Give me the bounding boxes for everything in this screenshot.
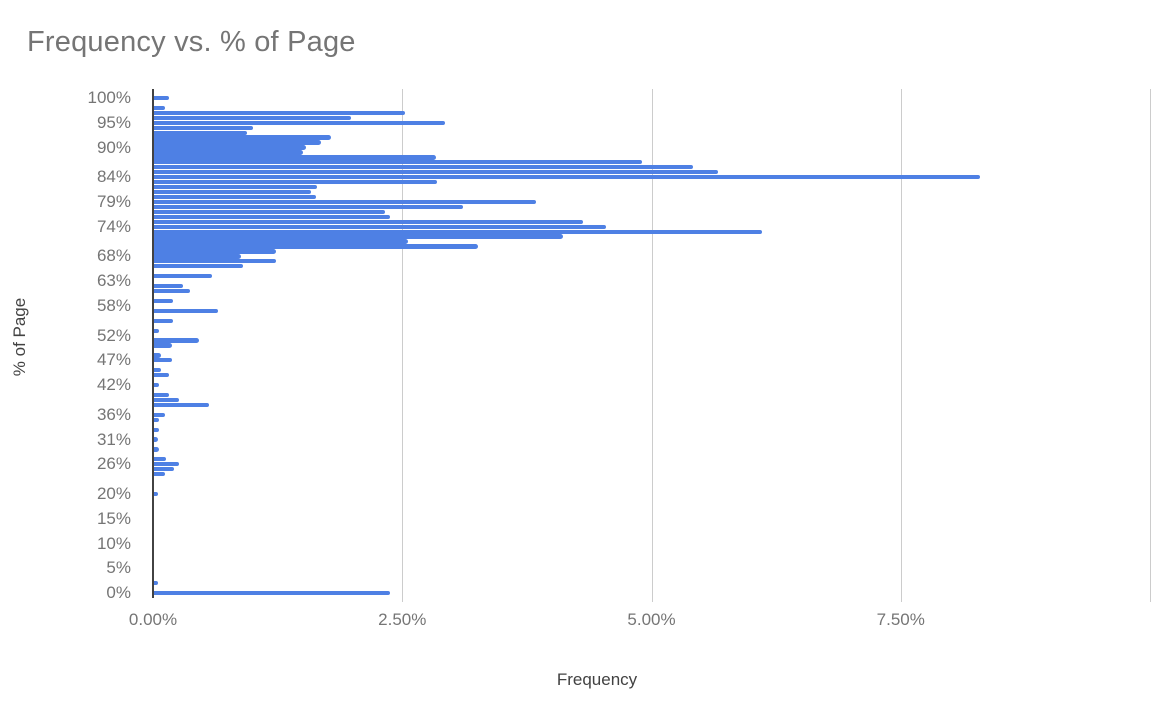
y-tick-label-26: 26%: [96, 454, 131, 474]
bar-42pct[interactable]: [154, 382, 159, 388]
y-tick-label-84: 84%: [96, 167, 131, 187]
bar-64pct[interactable]: [154, 274, 212, 279]
bar-69pct[interactable]: [154, 249, 276, 254]
bar-38pct[interactable]: [154, 402, 209, 408]
bar-84pct[interactable]: [154, 175, 980, 180]
y-tick-label-74: 74%: [96, 216, 131, 236]
bar-75pct[interactable]: [154, 219, 583, 224]
y-tick-label-79: 79%: [96, 191, 131, 211]
bar-48pct[interactable]: [154, 353, 161, 358]
bar-96pct[interactable]: [154, 115, 352, 120]
y-tick-label-47: 47%: [96, 350, 131, 370]
bar-74pct[interactable]: [154, 224, 606, 229]
bar-86pct[interactable]: [154, 165, 694, 170]
bar-20pct[interactable]: [154, 491, 158, 497]
bar-35pct[interactable]: [154, 417, 159, 422]
bar-57pct[interactable]: [154, 308, 218, 313]
bar-97pct[interactable]: [154, 110, 406, 115]
bar-83pct[interactable]: [154, 180, 438, 185]
bar-29pct[interactable]: [154, 447, 159, 452]
x-tick-label-0.00%: 0.00%: [128, 610, 178, 629]
y-tick-label-100: 100%: [87, 88, 131, 107]
y-tick-label-15: 15%: [96, 508, 131, 528]
plot-area: 100% 95% 90% 84% 79% 74% 68% 63% 58% 52% 47% 42% 36%…: [88, 88, 1151, 629]
bar-81pct[interactable]: [154, 189, 311, 195]
bar-93pct[interactable]: [154, 130, 247, 135]
bar-78pct[interactable]: [154, 204, 464, 210]
y-axis-title: % of Page: [10, 297, 29, 377]
y-tick-label-0: 0%: [106, 583, 131, 602]
bar-25pct[interactable]: [154, 467, 174, 472]
x-gridline-10: [1150, 89, 1151, 602]
bar-59pct[interactable]: [154, 298, 173, 304]
y-tick-label-5: 5%: [106, 558, 131, 578]
bar-55pct[interactable]: [154, 318, 173, 323]
bar-73pct[interactable]: [154, 229, 763, 234]
chart-title: Frequency vs. % of Page: [27, 26, 356, 58]
x-tick-label-5.00%: 5.00%: [627, 610, 676, 629]
bar-90pct[interactable]: [154, 145, 306, 150]
bar-36pct[interactable]: [154, 412, 165, 417]
y-tick-label-68: 68%: [96, 246, 131, 266]
bar-50pct[interactable]: [154, 343, 172, 348]
bar-24pct[interactable]: [154, 472, 165, 477]
y-tick-label-95: 95%: [96, 112, 131, 132]
bar-88pct[interactable]: [154, 155, 437, 160]
bar-61pct[interactable]: [154, 288, 190, 294]
bar-100pct[interactable]: [154, 95, 169, 101]
bar-0pct[interactable]: [154, 590, 391, 596]
bar-77pct[interactable]: [154, 209, 386, 214]
y-axis-line: [152, 89, 154, 598]
bar-91pct[interactable]: [154, 140, 322, 145]
x-gridline-5: [651, 89, 653, 602]
bar-51pct[interactable]: [154, 338, 199, 343]
bar-40pct[interactable]: [154, 392, 169, 398]
bar-31pct[interactable]: [154, 437, 158, 442]
bar-67pct[interactable]: [154, 259, 276, 264]
bar-68pct[interactable]: [154, 254, 241, 259]
y-tick-label-52: 52%: [96, 325, 131, 345]
bar-66pct[interactable]: [154, 264, 243, 269]
bar-92pct[interactable]: [154, 135, 332, 140]
bar-76pct[interactable]: [154, 214, 391, 219]
bar-82pct[interactable]: [154, 184, 317, 190]
y-tick-label-36: 36%: [96, 404, 131, 424]
bar-33pct[interactable]: [154, 427, 159, 432]
bar-89pct[interactable]: [154, 150, 303, 155]
x-gridline-2.5: [402, 89, 404, 602]
y-tick-label-58: 58%: [96, 295, 131, 315]
bar-80pct[interactable]: [154, 194, 316, 200]
bar-71pct[interactable]: [154, 239, 409, 244]
bar-72pct[interactable]: [154, 234, 563, 239]
y-tick-label-20: 20%: [96, 484, 131, 503]
x-tick-label-7.50%: 7.50%: [876, 610, 925, 629]
bar-44pct[interactable]: [154, 373, 169, 378]
bar-98pct[interactable]: [154, 105, 165, 111]
bar-95pct[interactable]: [154, 120, 446, 125]
bar-62pct[interactable]: [154, 283, 183, 289]
bar-70pct[interactable]: [154, 244, 479, 249]
y-tick-label-63: 63%: [96, 271, 131, 291]
x-gridline-7.5: [900, 89, 902, 602]
bar-94pct[interactable]: [154, 125, 253, 130]
y-tick-label-31: 31%: [96, 429, 131, 449]
bar-2pct[interactable]: [154, 580, 158, 586]
bar-45pct[interactable]: [154, 368, 161, 373]
y-tick-label-10: 10%: [96, 533, 131, 553]
y-tick-label-90: 90%: [96, 137, 131, 157]
bar-26pct[interactable]: [154, 462, 179, 467]
x-axis-title: Frequency: [556, 670, 638, 689]
bar-79pct[interactable]: [154, 199, 536, 205]
bar-87pct[interactable]: [154, 160, 642, 165]
bar-39pct[interactable]: [154, 397, 179, 403]
bar-27pct[interactable]: [154, 457, 166, 462]
x-tick-label-2.50%: 2.50%: [378, 610, 427, 629]
bar-85pct[interactable]: [154, 170, 719, 175]
bar-53pct[interactable]: [154, 328, 159, 333]
y-tick-label-42: 42%: [96, 375, 131, 395]
bar-47pct[interactable]: [154, 358, 172, 363]
